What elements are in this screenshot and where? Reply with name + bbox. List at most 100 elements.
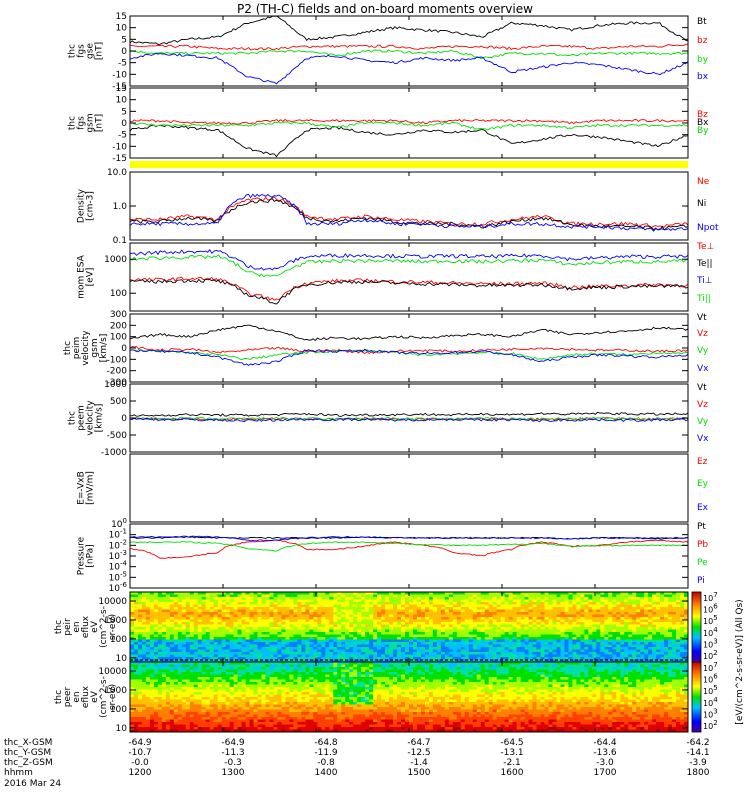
spectrogram-cell [488,609,494,613]
spectrogram-cell [568,617,573,620]
spectrogram-cell [536,649,541,653]
spectrogram-cell [416,612,422,615]
spectrogram-cell [580,622,585,625]
spectrogram-cell [337,634,342,638]
spectrogram-cell [452,647,458,650]
spectrogram-cell [452,629,458,633]
spectrogram-cell [361,632,366,635]
spectrogram-cell [596,654,601,658]
spectrogram-cell [209,592,215,595]
spectrogram-cell [217,719,223,723]
spectrogram-cell [512,632,518,635]
spectrogram-cell [201,647,207,650]
spectrogram-cell [157,634,163,638]
spectrogram-cell [221,662,227,665]
spectrogram-cell [233,607,239,610]
spectrogram-cell [261,704,266,708]
spectrogram-cell [608,642,613,645]
spectrogram-cell [596,627,601,630]
spectrogram-cell [480,622,486,625]
spectrogram-cell [496,634,502,638]
spectrogram-cell [133,679,139,683]
spectrogram-cell [428,659,434,663]
spectrogram-cell [213,714,219,718]
spectrogram-cell [416,622,422,625]
spectrogram-cell [217,687,223,690]
spectrogram-cell [377,624,382,628]
spectrogram-cell [241,639,246,643]
spectrogram-cell [524,619,529,623]
spectrogram-cell [393,637,398,640]
spectrogram-cell [580,624,585,628]
spectrogram-cell [656,642,661,645]
spectrogram-cell [193,657,199,660]
spectrogram-cell [401,647,406,650]
spectrogram-cell [165,679,171,683]
spectrogram-cell [297,597,302,600]
spectrogram-cell [185,657,191,660]
spectrogram-cell [149,632,155,635]
spectrogram-cell [544,649,549,653]
spectrogram-cell [325,604,330,608]
spectrogram-cell [345,609,350,613]
spectrogram-cell [512,639,518,643]
spectrogram-cell [588,617,593,620]
spectrogram-cell [181,647,187,650]
spectrogram-cell [305,614,310,618]
spectrogram-cell [341,614,346,618]
spectrogram-cell [209,694,215,698]
spectrogram-cell [361,624,366,628]
spectrogram-cell [616,644,621,648]
spectrogram-cell [492,632,498,635]
spectrogram-cell [448,602,454,605]
spectrogram-cell [149,697,155,700]
spectrogram-cell [233,729,239,733]
spectrogram-cell [664,592,669,595]
spectrogram-cell [353,659,358,663]
spectrogram-cell [420,612,426,615]
spectrogram-cell [444,599,450,603]
spectrogram-cell [145,654,151,658]
spectrogram-cell [237,634,242,638]
spectrogram-cell [644,612,649,615]
spectrogram-cell [448,612,454,615]
spectrogram-cell [660,612,665,615]
spectrogram-cell [612,647,617,650]
spectrogram-cell [660,649,665,653]
spectrogram-cell [464,627,470,630]
spectrogram-cell [301,632,306,635]
spectrogram-cell [337,609,342,613]
spectrogram-cell [173,702,179,705]
spectrogram-cell [233,654,239,658]
spectrogram-cell [269,649,274,653]
spectrogram-cell [373,659,378,663]
spectrogram-cell [468,632,474,635]
spectrogram-cell [361,597,366,600]
spectrogram-cell [560,659,565,663]
spectrogram-cell [528,619,533,623]
spectrogram-cell [540,634,545,638]
spectrogram-cell [644,617,649,620]
spectrogram-cell [209,602,215,605]
spectrogram-cell [205,702,211,705]
spectrogram-cell [157,609,163,613]
spectrogram-cell [181,617,187,620]
spectrogram-cell [456,602,462,605]
spectrogram-cell [369,649,374,653]
spectrogram-cell [157,619,163,623]
spectrogram-cell [201,697,207,700]
spectrogram-cell [161,694,167,698]
spectrogram-cell [612,602,617,605]
spectrogram-cell [245,632,250,635]
spectrogram-cell [225,657,231,660]
spectrogram-cell [161,679,167,683]
spectrogram-cell [440,659,446,663]
spectrogram-cell [213,624,219,628]
spectrogram-cell [532,609,537,613]
spectrogram-cell [161,627,167,630]
spectrogram-cell [349,614,354,618]
spectrogram-cell [189,619,195,623]
spectrogram-cell [221,644,227,648]
spectrogram-cell [201,632,207,635]
spectrogram-cell [592,647,597,650]
